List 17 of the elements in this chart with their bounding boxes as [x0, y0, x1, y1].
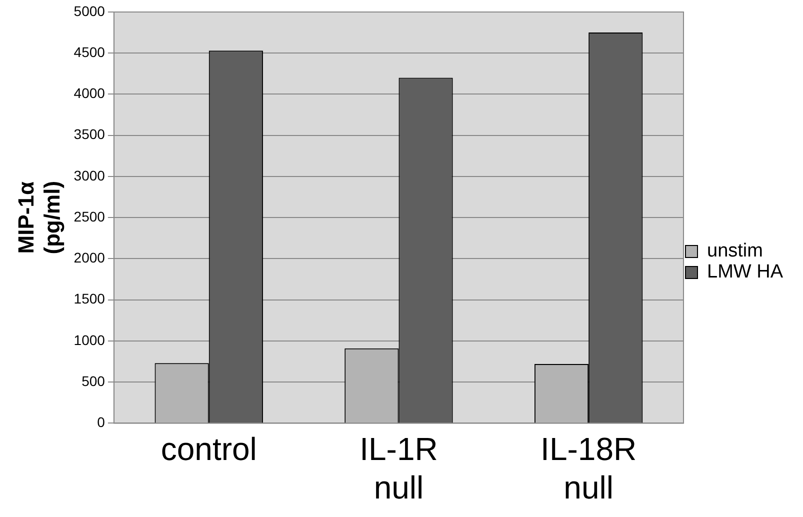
y-tick-label: 3500: [74, 126, 106, 142]
x-tick-label: control: [160, 431, 257, 468]
y-tick-label: 500: [82, 372, 106, 389]
legend-label: unstim: [707, 240, 763, 262]
y-tick-label: 0: [97, 414, 106, 430]
y-tick-label: 2500: [74, 208, 106, 224]
y-tick-label: 2000: [74, 250, 106, 266]
y-tick-label: 4500: [74, 44, 106, 60]
y-tick-label: 3000: [74, 167, 106, 184]
y-tick-label: 4000: [74, 85, 106, 102]
y-tick-label: 1000: [74, 332, 106, 348]
x-tick-label: IL-18R null: [540, 431, 637, 506]
y-tick-label: 5000: [74, 2, 106, 19]
y-axis-title: MIP-1α (pg/ml): [13, 180, 65, 254]
legend-label: LMW HA: [707, 262, 784, 283]
x-tick-label: IL-1R null: [360, 431, 438, 506]
y-tick-label: 1500: [74, 290, 106, 307]
